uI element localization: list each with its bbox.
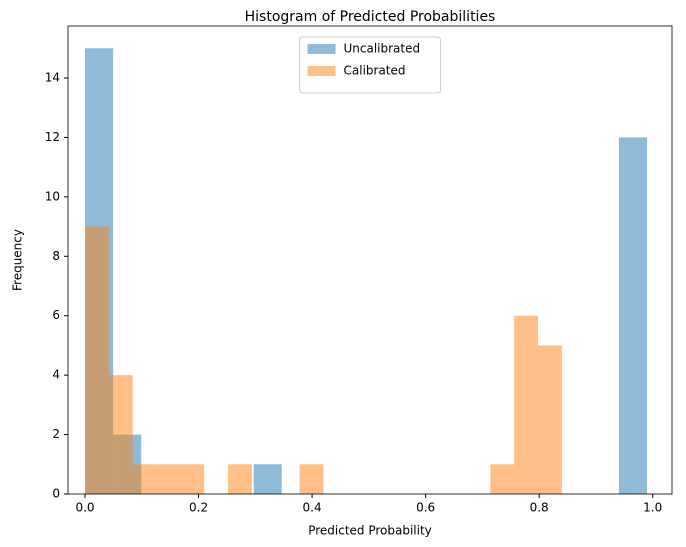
y-axis-label: Frequency — [11, 229, 25, 291]
y-tick-label: 10 — [45, 189, 60, 203]
legend-swatch — [307, 44, 336, 54]
x-tick-label: 0.4 — [303, 501, 322, 515]
histogram-bar — [490, 464, 515, 494]
y-tick-label: 14 — [45, 71, 60, 85]
y-tick-label: 12 — [45, 130, 60, 144]
y-tick-label: 2 — [52, 427, 60, 441]
histogram-bar — [228, 464, 252, 494]
histogram-bar — [299, 464, 324, 494]
histogram-bar — [538, 345, 562, 494]
histogram-bar — [180, 464, 205, 494]
histogram-bar — [85, 226, 109, 495]
y-tick-label: 0 — [52, 487, 60, 501]
legend-label: Uncalibrated — [344, 42, 421, 56]
x-axis-label: Predicted Probability — [308, 524, 432, 538]
x-tick-label: 0.8 — [530, 501, 549, 515]
histogram-bar — [132, 464, 157, 494]
x-tick-label: 1.0 — [643, 501, 662, 515]
legend-label: Calibrated — [344, 64, 406, 78]
y-tick-label: 4 — [52, 368, 60, 382]
x-tick-label: 0.2 — [189, 501, 208, 515]
chart-title: Histogram of Predicted Probabilities — [245, 9, 496, 25]
y-tick-label: 8 — [52, 249, 60, 263]
y-tick-label: 6 — [52, 308, 60, 322]
x-tick-label: 0.6 — [416, 501, 435, 515]
histogram-bar — [514, 315, 539, 494]
plot-frame — [67, 25, 673, 495]
histogram-bar — [618, 137, 648, 494]
legend-swatch — [307, 66, 336, 76]
histogram-bar — [108, 375, 133, 494]
histogram-bar — [156, 464, 181, 494]
histogram-bar — [253, 464, 282, 494]
x-tick-label: 0.0 — [75, 501, 94, 515]
